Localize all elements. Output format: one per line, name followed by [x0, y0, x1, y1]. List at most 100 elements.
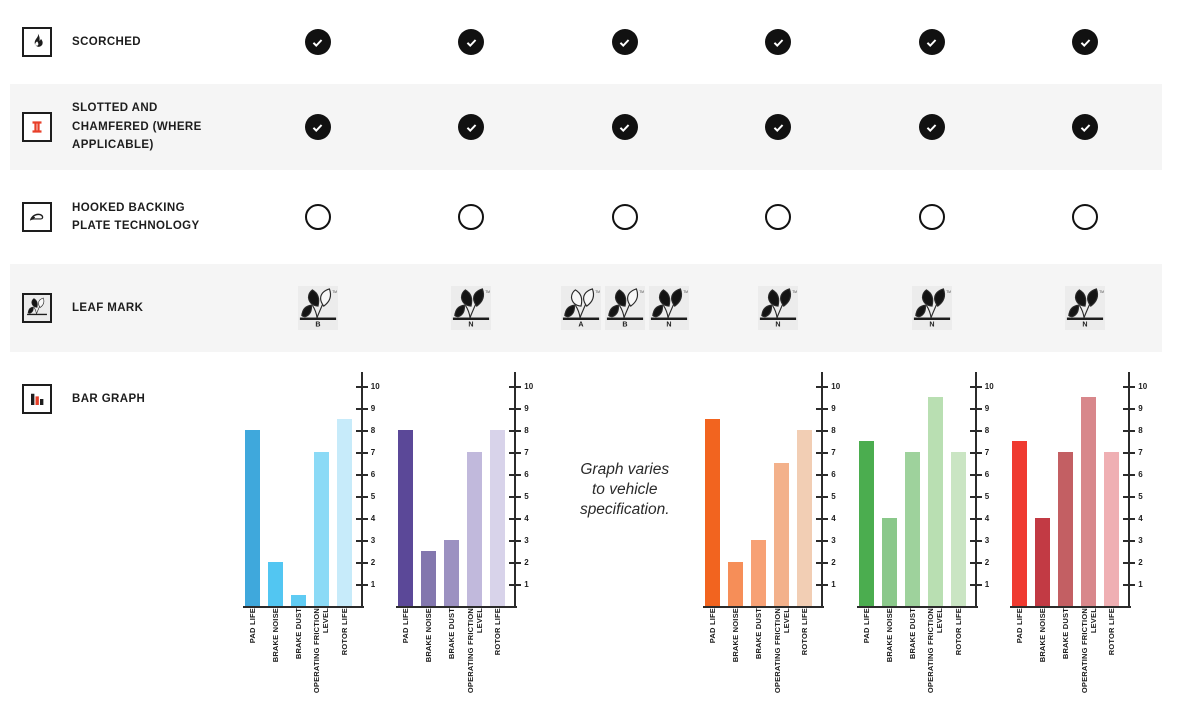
feature-cell: N TM	[702, 286, 856, 330]
check-icon	[918, 114, 945, 140]
empty-circle-icon	[918, 204, 945, 230]
y-tick-label: 4	[370, 514, 376, 523]
leaf-mark-n: N TM	[911, 286, 952, 330]
y-axis-line	[514, 372, 517, 608]
x-axis-label-line: BRAKE DUST	[447, 608, 457, 660]
x-axis-line	[396, 606, 518, 608]
y-tick	[969, 584, 982, 586]
feature-cell: N TM	[855, 286, 1009, 330]
y-tick	[1123, 474, 1136, 476]
x-axis-label-line: BRAKE DUST	[754, 608, 764, 660]
bar-operating-friction-level	[313, 452, 329, 606]
leaf-mark-n: N TM	[758, 286, 799, 330]
x-axis-label: OPERATING FRICTION LEVEL	[1079, 608, 1098, 694]
row-leaf-cells: B TM N TM A TM B TM N TM	[241, 286, 1162, 330]
y-axis-line	[821, 372, 824, 608]
feature-cell	[855, 29, 1009, 55]
svg-text:B: B	[622, 321, 627, 329]
svg-text:N: N	[666, 321, 671, 329]
x-axis-label-line: PAD LIFE	[708, 608, 718, 644]
y-tick	[816, 584, 829, 586]
leaf-mark-b: B TM	[297, 286, 338, 330]
y-tick-label: 9	[984, 404, 990, 413]
y-tick	[509, 518, 522, 520]
y-tick-label: 3	[831, 536, 836, 545]
empty-circle-icon	[765, 204, 792, 230]
x-axis-label-line: OPERATING FRICTION	[772, 608, 782, 694]
y-tick-label: 10	[1138, 382, 1148, 391]
y-tick-label: 3	[370, 536, 376, 545]
x-axis-label-line: BRAKE DUST	[293, 608, 303, 660]
svg-text:TM: TM	[946, 290, 951, 294]
y-tick	[355, 540, 368, 542]
y-tick	[1123, 518, 1136, 520]
leaf-mark-n: N TM	[1065, 286, 1106, 330]
y-tick	[969, 452, 982, 454]
row-label: LEAF MARK	[72, 301, 144, 314]
x-axis-label: ROTOR LIFE	[1104, 608, 1119, 693]
y-tick	[355, 562, 368, 564]
check-icon	[304, 29, 331, 55]
chart-cell: 1 2 3 4 5 6 7 8 9 10 PAD LIFE BRAKE NOISE BRAKE DUST…	[241, 372, 395, 693]
y-axis-line	[360, 372, 363, 608]
bar-chart-orange: 1 2 3 4 5 6 7 8 9 10 PAD LIFE BRAKE NOISE BRAKE DUST…	[703, 372, 853, 693]
y-tick-label: 4	[524, 514, 529, 523]
y-tick	[355, 496, 368, 498]
bar-pad-life	[705, 419, 721, 606]
leaf-mark-group: N TM	[911, 286, 952, 330]
bar-brake-noise	[1035, 518, 1051, 606]
y-tick-label: 6	[524, 470, 529, 479]
svg-text:N: N	[1083, 321, 1088, 329]
feature-cell	[1009, 29, 1163, 55]
x-axis-labels: PAD LIFE BRAKE NOISE BRAKE DUST OPERATING F…	[396, 608, 546, 693]
check-icon	[611, 29, 638, 55]
slotted-rotor-icon	[22, 111, 52, 142]
y-tick-label: 5	[831, 492, 836, 501]
y-tick	[355, 474, 368, 476]
x-axis-label: BRAKE DUST	[291, 608, 306, 693]
feature-cell	[548, 29, 702, 55]
x-axis-label: OPERATING FRICTION LEVEL	[926, 608, 944, 693]
y-tick	[969, 496, 982, 498]
x-axis-label-line: OPERATING FRICTION	[1079, 608, 1089, 694]
y-tick-label: 10	[524, 382, 534, 391]
note-line: to vehicle	[592, 480, 658, 498]
y-tick-label: 6	[370, 470, 376, 479]
y-tick-label: 2	[370, 558, 376, 567]
x-axis-label: BRAKE NOISE	[882, 608, 897, 693]
row-chart-label-cell: BAR GRAPH	[10, 384, 241, 414]
check-icon	[458, 114, 485, 140]
y-tick-label: 1	[831, 580, 836, 589]
y-tick	[509, 584, 522, 586]
chart-plot-area: 1 2 3 4 5 6 7 8 9 10	[856, 372, 1007, 608]
svg-text:N: N	[469, 321, 474, 329]
bar-brake-dust	[1058, 452, 1074, 606]
y-tick	[509, 540, 522, 542]
row-scorched: SCORCHED	[10, 0, 1162, 84]
flame-icon	[22, 27, 52, 57]
y-tick-label: 3	[524, 536, 529, 545]
bar-pad-life	[398, 430, 414, 606]
y-tick	[969, 386, 982, 388]
y-tick	[969, 540, 982, 542]
y-tick-label: 10	[984, 382, 994, 391]
y-tick	[509, 386, 522, 388]
y-tick-label: 4	[1138, 514, 1143, 523]
y-tick	[816, 408, 829, 410]
y-tick	[509, 562, 522, 564]
y-tick-label: 2	[1138, 558, 1143, 567]
y-tick	[509, 496, 522, 498]
feature-cell	[548, 204, 702, 230]
y-tick-label: 2	[831, 558, 836, 567]
check-icon	[918, 29, 945, 55]
empty-circle-icon	[458, 204, 485, 230]
svg-text:N: N	[929, 321, 934, 329]
empty-circle-icon	[304, 204, 331, 230]
y-tick-label: 5	[524, 492, 529, 501]
check-icon	[1072, 114, 1099, 140]
row-slotted-cells	[241, 114, 1162, 140]
row-hooked-cells	[241, 204, 1162, 230]
bar-brake-noise	[267, 562, 283, 606]
x-axis-label: OPERATING FRICTION LEVEL	[312, 608, 330, 693]
bar-pad-life	[244, 430, 260, 606]
